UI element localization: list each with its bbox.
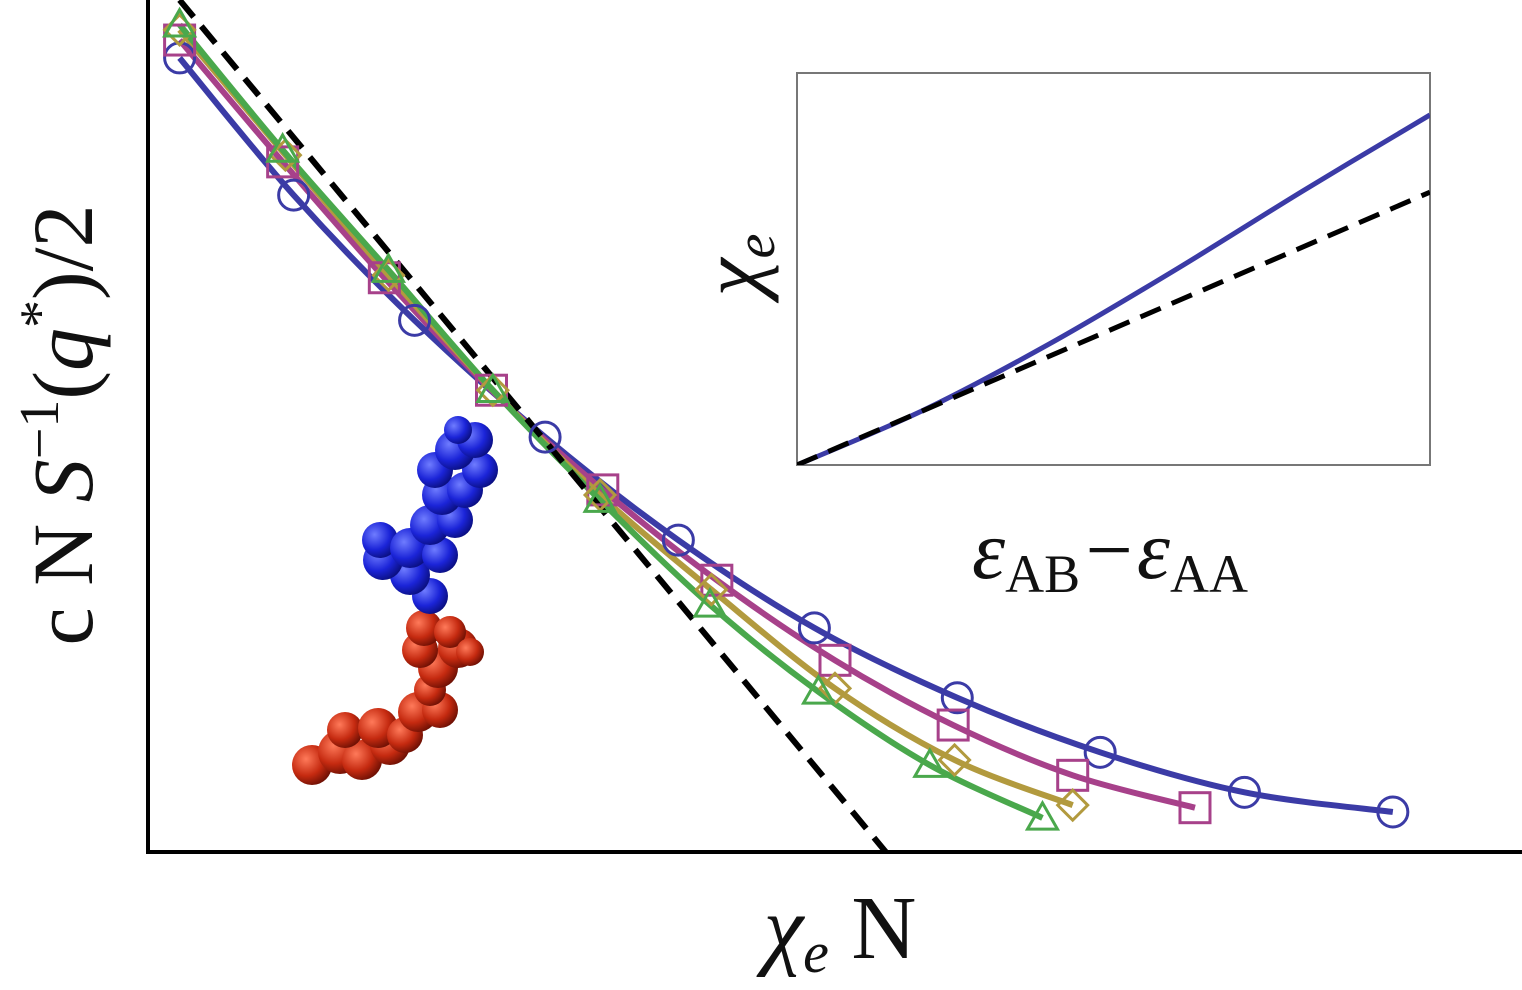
- marker: [1376, 795, 1410, 829]
- inset-x-label-part: ε: [972, 504, 1006, 597]
- marker: [1083, 735, 1117, 769]
- marker: [1056, 758, 1090, 792]
- x-label-part: e: [803, 920, 829, 985]
- marker: [528, 420, 562, 454]
- marker: [370, 252, 407, 283]
- series-line: [177, 56, 1394, 815]
- main-plot: [162, 0, 1410, 852]
- x-label-part: N: [829, 879, 917, 978]
- y-label-part: S: [15, 459, 111, 502]
- inset-y-label-part: χ: [683, 256, 779, 303]
- x-label-part: χ: [756, 879, 806, 978]
- inset-y-label-part: e: [725, 234, 787, 259]
- molecule-illustration: [292, 416, 498, 785]
- y-axis-label: c N S−1(q*)/2: [9, 204, 111, 645]
- marker: [398, 303, 432, 337]
- series-line: [177, 0, 889, 852]
- marker: [818, 643, 852, 677]
- y-label-part: q: [15, 328, 111, 371]
- marker: [163, 23, 197, 57]
- marker: [692, 586, 728, 618]
- marker: [937, 742, 972, 778]
- series-line: [177, 22, 1044, 821]
- y-label-part: c N: [15, 502, 111, 645]
- series-line: [797, 189, 1430, 465]
- inset-x-label: εAB−εAA: [972, 504, 1248, 604]
- marker: [586, 473, 620, 507]
- inset-y-label: χe: [683, 234, 787, 304]
- main-axes: [146, 0, 1522, 854]
- inset-frame: [796, 72, 1431, 466]
- marker: [265, 131, 301, 163]
- marker: [1024, 799, 1061, 831]
- y-label-part: *: [9, 300, 71, 328]
- y-label-part: −1: [9, 400, 71, 460]
- inset-x-label-part: −ε: [1080, 504, 1171, 597]
- marker: [661, 523, 695, 557]
- marker: [1055, 788, 1090, 823]
- marker: [475, 372, 511, 403]
- inset-x-label-part: AB: [1005, 544, 1080, 604]
- marker: [277, 178, 311, 212]
- x-axis-label: χe N: [756, 879, 917, 985]
- marker: [582, 482, 618, 513]
- y-label-part: )/2: [15, 204, 111, 300]
- marker: [940, 681, 974, 715]
- marker: [912, 747, 948, 778]
- marker: [1227, 775, 1261, 809]
- inset-plot: [797, 112, 1430, 465]
- marker: [1178, 791, 1212, 825]
- marker: [700, 563, 734, 597]
- inset-x-label-part: AA: [1170, 544, 1248, 604]
- marker: [936, 708, 970, 742]
- marker: [797, 611, 831, 645]
- marker: [475, 373, 510, 408]
- marker: [800, 673, 837, 705]
- marker: [162, 6, 198, 38]
- series-line: [797, 112, 1430, 465]
- marker: [694, 572, 729, 607]
- y-label-part: (: [15, 371, 111, 400]
- series-line: [177, 38, 1196, 811]
